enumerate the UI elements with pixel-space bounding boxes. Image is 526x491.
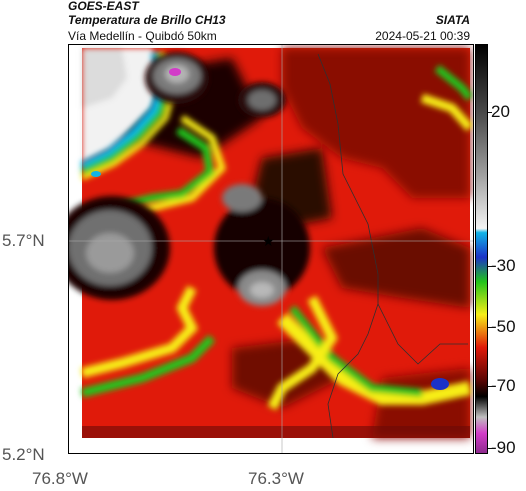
cold-spot-east (431, 378, 449, 390)
lon-tick-76.8: 76.8°W (32, 469, 88, 488)
agency-label: SIATA (435, 13, 470, 27)
colorbar (475, 44, 488, 454)
department-boundary (317, 53, 468, 365)
lat-tick-5.7: 5.7°N (2, 231, 45, 250)
timestamp-label: 2024-05-21 00:39 (375, 29, 470, 43)
colorbar-tick-minus30: -30 (491, 256, 516, 275)
overshooting-top (169, 68, 181, 76)
brightness-temperature-map: ★ (68, 44, 474, 454)
colorbar-tick-minus90: -90 (491, 438, 516, 457)
municipal-boundary (327, 303, 379, 439)
lat-tick-5.2: 5.2°N (2, 445, 45, 464)
colorbar-tick-20: 20 (491, 102, 510, 121)
map-frame (68, 44, 474, 454)
location-star-icon: ★ (262, 234, 275, 250)
lon-tick-76.3: 76.3°W (248, 469, 304, 488)
colorbar-tick-minus50: -50 (491, 317, 516, 336)
colorbar-tick-minus70: -70 (491, 376, 516, 395)
region-label: Vía Medellín - Quibdó 50km (68, 29, 217, 43)
product-title: Temperatura de Brillo CH13 (68, 13, 226, 27)
satellite-label: GOES-EAST (68, 0, 139, 13)
